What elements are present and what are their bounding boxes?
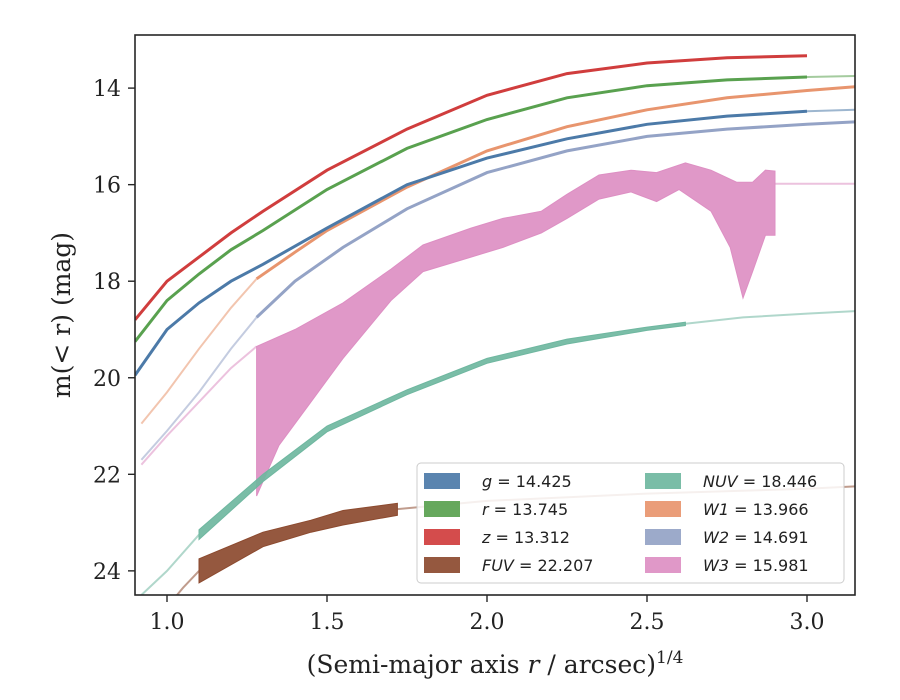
y-tick-label: 14 <box>93 77 121 102</box>
legend-label-g: g = 14.425 <box>482 472 572 491</box>
y-tick-label: 24 <box>93 560 121 585</box>
legend-swatch-g <box>424 473 460 489</box>
x-tick-label: 2.0 <box>470 610 505 635</box>
legend-box <box>416 462 845 584</box>
legend-label-z: z = 13.312 <box>481 528 570 547</box>
y-tick-label: 18 <box>93 270 121 295</box>
series-fuv-band <box>198 502 398 584</box>
y-tick-label: 20 <box>93 367 121 392</box>
series-r-line <box>135 75 808 343</box>
series-w1-line <box>255 85 855 281</box>
legend-label-w3: W3 = 15.981 <box>703 556 809 575</box>
series-nuv-extrapolation <box>140 534 200 595</box>
legend-swatch-fuv <box>424 557 460 573</box>
legend-label-r: r = 13.745 <box>482 500 568 519</box>
legend-label-w1: W1 = 13.966 <box>703 500 809 519</box>
x-axis-label: (Semi-major axis r / arcsec)1/4 <box>307 648 684 679</box>
legend-label-fuv: FUV = 22.207 <box>482 556 593 575</box>
series-z-line <box>135 54 808 321</box>
y-tick-label: 16 <box>93 174 121 199</box>
legend-swatch-w2 <box>645 529 681 545</box>
x-tick-label: 3.0 <box>790 610 825 635</box>
axes-frame <box>134 34 856 596</box>
legend-swatch-r <box>424 501 460 517</box>
x-tick-label: 1.0 <box>150 610 185 635</box>
x-tick-label: 1.5 <box>310 610 345 635</box>
series-nuv-band <box>198 321 686 541</box>
series-w3-extrapolation <box>140 345 258 466</box>
y-axis-label: m(< r) (mag) <box>47 232 76 398</box>
x-tick-label: 2.5 <box>630 610 665 635</box>
series-fuv-extrapolation <box>175 570 200 595</box>
legend-label-w2: W2 = 14.691 <box>703 528 809 547</box>
series-r-tail <box>806 75 855 78</box>
axis-ticks: 1.0 1.5 2.0 2.5 3.0 14 16 18 20 22 24 <box>93 77 825 635</box>
series-w3-band <box>256 162 776 497</box>
x-axis-label-exponent: 1/4 <box>656 648 683 668</box>
series-nuv-tail <box>685 310 855 325</box>
series-w2-extrapolation <box>140 316 258 461</box>
series-w1-extrapolation <box>140 278 258 425</box>
series-g-tail <box>806 108 855 113</box>
series-g-line <box>135 109 808 377</box>
series-w2-line <box>255 120 855 319</box>
legend: g = 14.425 r = 13.745 z = 13.312 FUV = 22.2… <box>416 462 845 584</box>
legend-swatch-w1 <box>645 501 681 517</box>
legend-label-nuv: NUV = 18.446 <box>703 472 817 491</box>
legend-swatch-w3 <box>645 557 681 573</box>
y-tick-label: 22 <box>93 463 121 488</box>
legend-swatch-z <box>424 529 460 545</box>
legend-swatch-nuv <box>645 473 681 489</box>
x-axis-label-variable: r <box>528 650 542 679</box>
